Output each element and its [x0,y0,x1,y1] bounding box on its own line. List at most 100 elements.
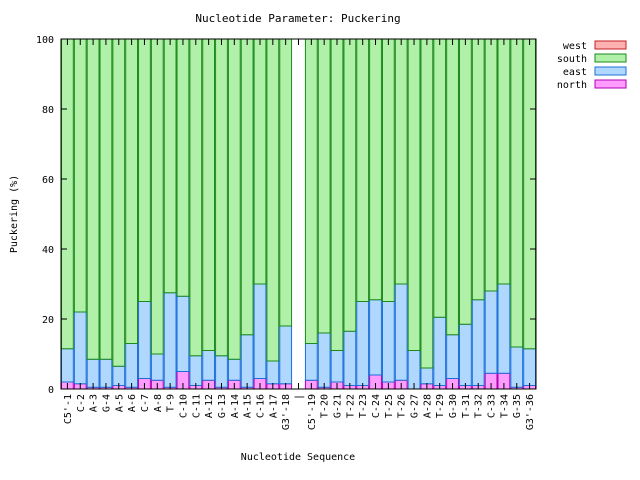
bar-segment-south [420,38,434,369]
x-tick-label: G-27 [410,394,421,418]
x-tick-label: G3'-36 [525,394,536,430]
bar-segment-south [471,38,485,301]
x-tick-label: T-32 [474,394,485,418]
bar-segment-east [433,316,447,386]
bar-segment-south [523,38,536,350]
y-tick-label: 0 [48,385,54,396]
bar-segment-south [433,38,447,318]
legend-swatch-south [594,53,627,63]
bar-segment-south [189,38,203,357]
bar-segment-east [125,343,139,388]
x-tick-label: C-7 [140,394,151,412]
x-tick-label: G-21 [333,394,344,418]
bar-segment-east [343,330,357,386]
x-tick-label: T-9 [166,394,177,412]
x-tick-label: T-31 [461,394,472,418]
y-tick-label: 20 [42,315,54,326]
bar-segment-east [356,301,370,386]
legend-swatch-west [594,40,627,50]
bar-segment-south [304,38,318,344]
bar-segment-south [163,38,177,294]
bar-segment-south [356,38,370,302]
x-tick-label: A-17 [268,394,279,418]
bar-segment-east [458,323,472,386]
bar-segment-east [189,355,203,386]
bar-segment-east [279,325,293,385]
bar-segment-east [150,353,164,381]
bar-segment-south [61,38,74,350]
bar-segment-east [138,301,151,379]
legend: west south east north [557,40,627,91]
legend-label-east: east [563,67,587,78]
x-tick-label: | [294,394,305,400]
bar-segment-east [163,292,177,388]
bar-segment-east [394,283,408,381]
x-tick-label: A-6 [127,394,138,412]
bar-segment-east [330,350,344,383]
bar-segment-east [253,283,267,379]
bar-segment-south [112,38,126,367]
x-tick-label: G-35 [512,394,523,418]
bar-segment-east [202,350,216,381]
bar-segment-south [510,38,524,348]
bar-segment-south [266,38,280,362]
bar-segment-east [227,358,241,381]
x-tick-label: A-15 [243,394,254,418]
bar-segment-east [73,311,87,385]
bar-segment-south [202,38,216,351]
x-tick-label: A-3 [89,394,100,412]
bar-segment-south [240,38,254,336]
bar-segment-east [497,283,511,374]
x-axis-label: Nucleotide Sequence [241,452,355,463]
bar-segment-east [484,290,498,374]
x-tick-label: C-33 [487,394,498,418]
y-axis-label: Puckering (%) [9,175,20,253]
x-tick-label: T-26 [397,394,408,418]
legend-label-north: north [557,80,587,91]
x-tick-label: C-2 [76,394,87,412]
bar-segment-east [446,334,459,379]
legend-swatch-east [594,66,627,76]
y-tick-label: 40 [42,245,54,256]
chart-title: Nucleotide Parameter: Puckering [195,12,400,25]
y-tick-label: 100 [36,35,54,46]
x-tick-label: C5'-1 [63,394,74,424]
bar-segment-south [150,38,164,355]
bar-segment-south [394,38,408,285]
bar-segment-east [471,299,485,386]
bar-segment-east [240,334,254,388]
bar-segment-east [381,301,395,383]
x-tick-label: T-22 [345,394,356,418]
bar-segment-south [125,38,139,344]
x-tick-label: A-5 [114,394,125,412]
bar-segment-south [86,38,100,360]
bar-segment-south [343,38,357,332]
bar-segment-south [176,38,190,297]
bar-segment-south [381,38,395,302]
x-tick-label: G-30 [448,394,459,418]
x-tick-label: A-8 [153,394,164,412]
legend-label-south: south [557,54,587,65]
x-tick-label: C-11 [191,394,202,418]
bar-segment-south [73,38,87,313]
bar-segment-south [497,38,511,285]
y-tick-label: 80 [42,105,54,116]
bar-segment-east [523,348,536,386]
bar-segment-south [99,38,113,360]
x-tick-label: C-24 [371,394,382,418]
bar-segment-east [61,348,74,383]
plot-frame [60,38,537,390]
legend-label-west: west [563,41,587,52]
x-tick-label: C-10 [178,394,189,418]
bar-segment-south [369,38,382,301]
bar-segment-east [317,332,331,388]
bar-segment-east [420,367,434,385]
bar-segment-south [446,38,459,336]
bar-segment-south [215,38,228,357]
x-tick-label: T-34 [499,394,510,418]
x-tick-label: C5'-19 [307,394,318,430]
bar-segment-east [215,355,228,388]
bar-segment-east [369,299,382,376]
bar-segment-south [458,38,472,325]
